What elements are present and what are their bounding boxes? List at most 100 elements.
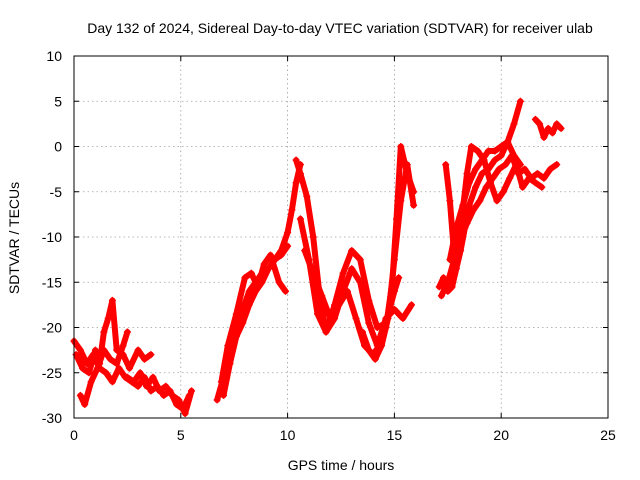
x-tick-label: 0 [70,427,78,443]
data-point [260,260,268,268]
grid [74,56,608,418]
data-point [143,382,151,390]
y-tick-label: -30 [42,410,62,426]
data-point [546,165,554,173]
data-point [224,342,232,350]
series-trace [297,215,415,349]
data-point [395,274,403,282]
data-point [85,369,93,377]
data-point [478,156,486,164]
series-track-7 [217,251,289,386]
data-point [484,147,492,155]
data-point [397,143,405,150]
data-point [136,369,144,377]
data-point [162,382,170,390]
data-point [390,256,398,264]
data-point [134,346,142,354]
data-point [245,287,253,295]
data-point [540,174,548,182]
series-trace [442,143,545,259]
data-point [440,274,447,282]
data-point [123,373,131,381]
data-point [284,229,292,236]
data-point [168,391,176,399]
data-point [335,301,343,309]
data-point [241,274,249,282]
data-point [510,120,518,128]
data-point [352,314,360,322]
data-point [557,124,565,132]
data-point [502,161,509,169]
y-tick-label: 5 [54,93,62,109]
data-point [437,292,445,300]
data-point [519,183,527,191]
y-tick-label: -15 [42,274,62,290]
data-point [175,396,183,404]
data-point [108,378,116,386]
data-point [446,197,454,205]
data-point [284,242,292,250]
data-point [499,188,507,196]
series-trace [436,98,524,295]
data-point [123,328,131,336]
data-point [188,387,195,395]
data-point [459,201,467,209]
data-point [472,183,480,191]
data-point [106,355,114,363]
data-point [463,170,471,178]
y-tick-label: -5 [50,184,63,200]
data-point [410,201,418,209]
data-point [326,314,334,322]
data-point [491,147,499,155]
data-point [371,355,379,363]
data-point [516,161,524,169]
data-point [463,219,471,227]
data-point [309,233,317,241]
data-point [399,314,407,322]
data-point [553,161,561,169]
data-point [536,120,544,128]
y-axis-label: SDTVAR / TECUs [6,182,22,294]
x-tick-label: 25 [600,427,616,443]
data-point [521,165,529,173]
data-point [108,296,116,304]
data-point [356,256,364,264]
data-point [296,215,304,223]
data-point [115,364,123,372]
series-trace [73,297,154,376]
data-point [378,342,386,350]
data-point [100,346,108,354]
x-tick-label: 15 [387,427,403,443]
y-tick-label: 0 [54,139,62,155]
data-point [160,391,168,399]
data-point [149,373,157,381]
data-point [538,183,546,191]
y-tick-label: 10 [46,48,62,64]
data-point [292,179,300,187]
data-point [495,165,503,173]
data-point [277,251,285,259]
data-point [442,161,450,169]
y-tick-label: -25 [42,365,62,381]
data-point [275,278,283,286]
chart-title: Day 132 of 2024, Sidereal Day-to-day VTE… [87,20,593,36]
data-point [220,391,227,399]
y-tick-label: -20 [42,320,62,336]
data-point [390,305,398,313]
data-point [282,287,289,295]
series-track-6 [220,242,292,399]
series-trace [446,139,524,263]
series-track-11 [358,161,418,363]
data-point [76,391,84,399]
data-point [465,201,473,209]
data-point [478,170,486,178]
data-point [474,147,482,155]
x-tick-label: 10 [280,427,296,443]
data-point [397,197,405,205]
data-point [465,179,473,187]
data-point [252,287,260,295]
series-track-2 [72,296,155,377]
data-point [264,265,272,273]
data-point [373,324,381,331]
